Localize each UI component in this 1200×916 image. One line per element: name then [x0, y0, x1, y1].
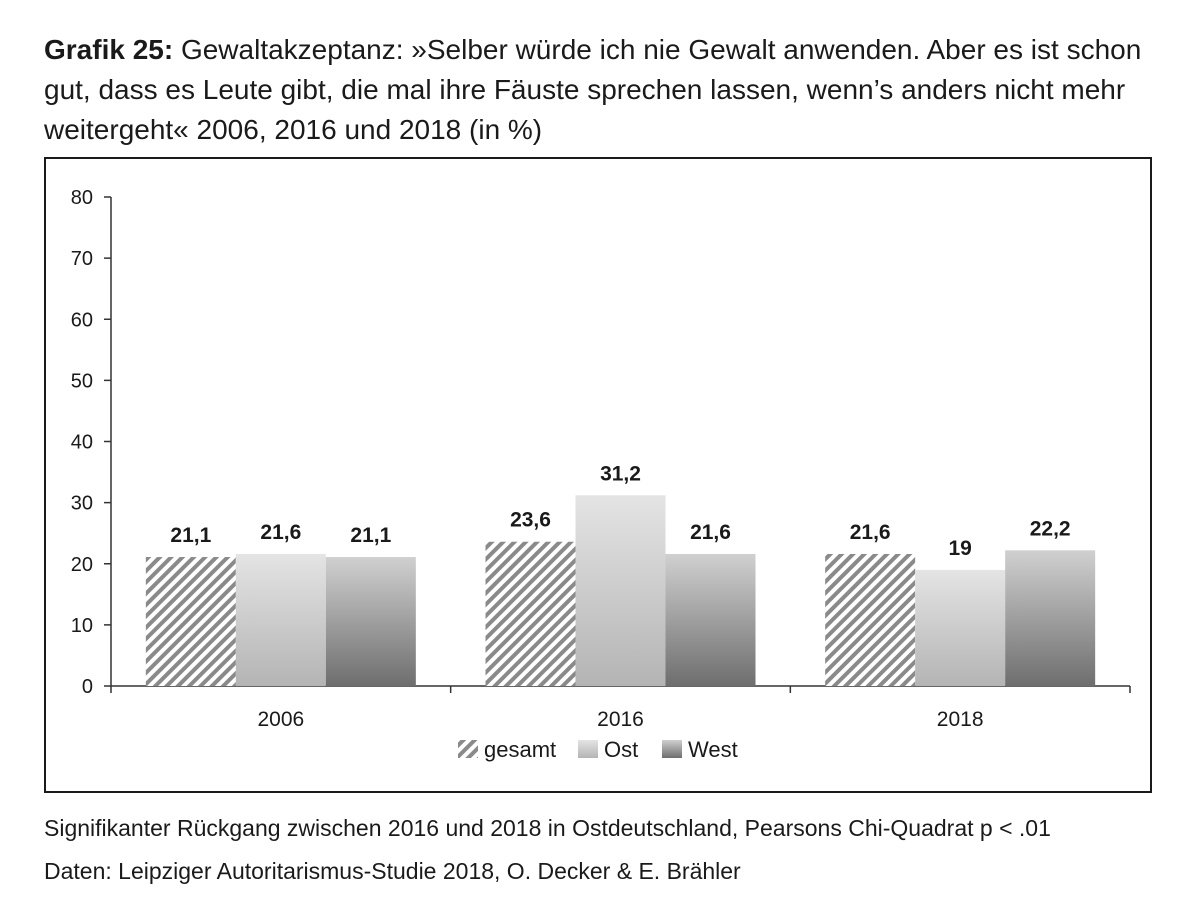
x-tick-label: 2006 — [257, 708, 304, 731]
data-label: 31,2 — [600, 462, 641, 485]
data-label: 21,6 — [850, 521, 891, 544]
significance-note: Signifikanter Rückgang zwischen 2016 und… — [44, 815, 1051, 841]
bar-gesamt-2016 — [485, 541, 576, 686]
bar-West-2016 — [665, 553, 756, 686]
chart-title-label: Grafik 25: — [44, 34, 174, 65]
chart-frame: 0 10 20 30 40 50 60 70 80 21,1 21,6 21,1 2006 23,6 31,… — [44, 157, 1152, 793]
data-label: 21,1 — [350, 524, 391, 547]
x-tick-label: 2016 — [597, 708, 644, 731]
legend-label-West: West — [688, 737, 738, 762]
legend-swatch-Ost — [578, 740, 598, 758]
data-label: 21,6 — [690, 521, 731, 544]
x-tick-label: 2018 — [937, 708, 984, 731]
data-label: 21,6 — [260, 521, 301, 544]
bar-West-2006 — [325, 557, 416, 686]
y-tick-label: 80 — [71, 187, 93, 209]
y-tick-label: 10 — [71, 615, 93, 637]
legend-swatch-West — [662, 740, 682, 758]
legend-label-gesamt: gesamt — [484, 737, 556, 762]
y-tick-label: 60 — [71, 309, 93, 331]
y-tick-label: 20 — [71, 554, 93, 576]
bar-Ost-2016 — [575, 495, 666, 686]
source-note: Daten: Leipziger Autoritarismus-Studie 2… — [44, 858, 741, 884]
legend-label-Ost: Ost — [604, 737, 638, 762]
y-tick-label: 0 — [82, 676, 93, 698]
y-tick-label: 30 — [71, 493, 93, 515]
data-label: 21,1 — [170, 524, 211, 547]
y-tick-label: 70 — [71, 248, 93, 270]
bar-Ost-2018 — [915, 569, 1006, 686]
data-label: 19 — [948, 537, 971, 560]
bar-chart: 0 10 20 30 40 50 60 70 80 21,1 21,6 21,1 2006 23,6 31,… — [71, 187, 1131, 762]
chart-title: Grafik 25: Gewaltakzeptanz: »Selber würd… — [44, 30, 1154, 150]
y-tick-label: 50 — [71, 370, 93, 392]
y-tick-label: 40 — [71, 432, 93, 454]
data-label: 22,2 — [1030, 517, 1071, 540]
legend-swatch-gesamt — [458, 740, 478, 758]
chart-title-text: Gewaltakzeptanz: »Selber würde ich nie G… — [44, 34, 1142, 145]
bar-Ost-2006 — [235, 553, 326, 686]
bar-gesamt-2006 — [145, 557, 236, 686]
bar-gesamt-2018 — [825, 553, 916, 686]
data-label: 23,6 — [510, 509, 551, 532]
bar-West-2018 — [1005, 550, 1096, 686]
